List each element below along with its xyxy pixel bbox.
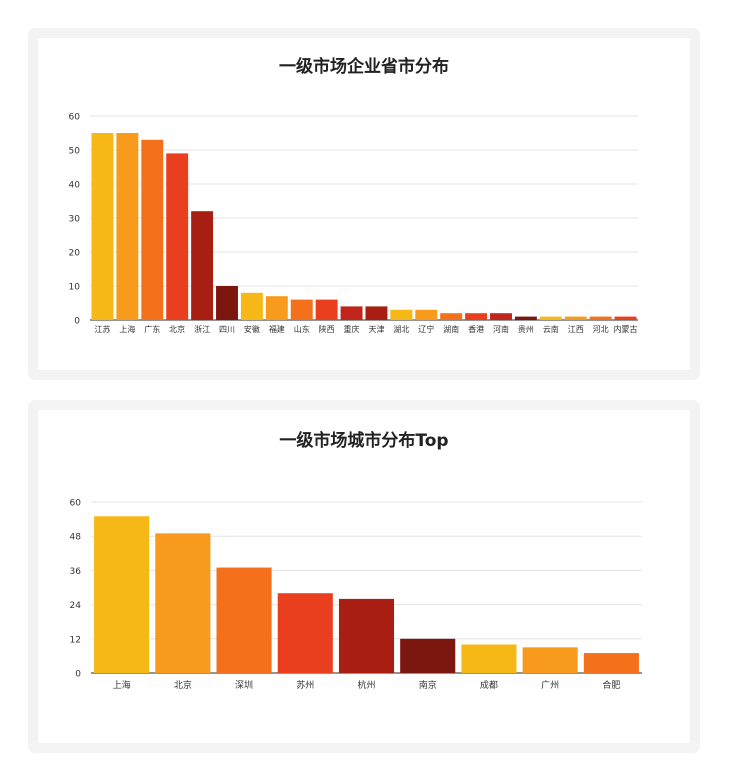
bar bbox=[415, 309, 438, 320]
y-tick-label: 60 bbox=[70, 499, 82, 509]
x-tick-label: 江苏 bbox=[94, 324, 110, 334]
x-tick-label: 山东 bbox=[294, 324, 310, 334]
x-tick-label: 湖北 bbox=[393, 325, 409, 334]
bar bbox=[265, 296, 288, 320]
bar bbox=[365, 306, 388, 320]
bar bbox=[116, 133, 139, 320]
x-tick-label: 杭州 bbox=[357, 679, 375, 691]
bar bbox=[94, 516, 150, 673]
bar bbox=[277, 593, 333, 673]
x-tick-label: 南京 bbox=[419, 679, 437, 691]
x-tick-label: 陕西 bbox=[319, 324, 335, 334]
bar bbox=[340, 306, 363, 320]
y-tick-label: 20 bbox=[69, 249, 81, 259]
city-bar-chart: 0 12 24 36 48 60 上海 北京 深圳 苏州 杭州 南京 成都 广州 合肥 bbox=[70, 499, 642, 691]
bar bbox=[465, 313, 488, 320]
province-bar-chart: 0 10 20 30 40 50 60 江苏 上海 广东 北京 浙江 四川 安徽 福建 山东 陕西 重庆 天津 湖北辽… bbox=[69, 113, 638, 334]
x-tick-label: 江西 bbox=[568, 325, 584, 334]
x-tick-label: 苏州 bbox=[296, 679, 314, 691]
bar bbox=[490, 313, 512, 320]
bar bbox=[91, 133, 114, 320]
bar bbox=[216, 286, 238, 320]
bar bbox=[583, 653, 639, 673]
bar bbox=[522, 647, 578, 673]
y-tick-label: 0 bbox=[74, 317, 80, 327]
bar bbox=[564, 316, 587, 320]
x-tick-label: 上海 bbox=[113, 679, 131, 691]
y-tick-label: 40 bbox=[69, 181, 81, 191]
x-tick-label: 香港 bbox=[468, 324, 484, 334]
y-tick-label: 50 bbox=[69, 147, 81, 157]
chart-title: 一级市场城市分布Top bbox=[279, 431, 449, 451]
bar bbox=[290, 299, 313, 320]
x-tick-label: 天津 bbox=[368, 324, 384, 334]
x-tick-label: 安徽 bbox=[244, 324, 260, 334]
bar bbox=[514, 316, 537, 320]
x-tick-label: 福建 bbox=[269, 324, 285, 334]
x-tick-label: 内蒙古 bbox=[614, 324, 638, 334]
bar bbox=[390, 309, 413, 320]
x-tick-label: 湖南 bbox=[443, 324, 459, 334]
x-tick-label: 辽宁 bbox=[418, 324, 434, 334]
y-tick-label: 10 bbox=[69, 283, 81, 293]
bar bbox=[155, 533, 211, 673]
y-tick-label: 48 bbox=[70, 533, 82, 543]
y-tick-label: 30 bbox=[69, 215, 81, 225]
x-tick-label: 广州 bbox=[541, 679, 559, 691]
x-tick-label: 北京 bbox=[169, 324, 185, 334]
city-chart-panel: 一级市场城市分布Top 0 12 24 36 48 60 上海 北京 深圳 苏州 杭州 南京 成都 广州 合… bbox=[38, 410, 690, 743]
bar bbox=[461, 644, 517, 673]
x-tick-label: 成都 bbox=[480, 679, 498, 691]
bar bbox=[589, 316, 612, 320]
bar bbox=[216, 567, 272, 673]
x-tick-label: 河南 bbox=[493, 324, 509, 334]
bar bbox=[191, 211, 214, 320]
x-tick-label: 深圳 bbox=[235, 680, 253, 691]
x-tick-label: 重庆 bbox=[344, 324, 360, 334]
y-tick-label: 0 bbox=[75, 670, 81, 680]
bar bbox=[141, 139, 164, 320]
x-tick-label: 上海 bbox=[119, 324, 135, 334]
y-tick-label: 12 bbox=[70, 635, 81, 645]
bar bbox=[166, 153, 189, 320]
x-tick-label: 北京 bbox=[174, 679, 192, 691]
x-tick-label: 广东 bbox=[144, 324, 160, 334]
x-tick-label: 贵州 bbox=[518, 324, 534, 334]
x-tick-label: 合肥 bbox=[602, 679, 620, 691]
province-chart-panel: 一级市场企业省市分布 0 10 20 30 40 50 60 江苏 上海 广东 北京 浙江 四川 安徽 福建… bbox=[38, 38, 690, 370]
bar bbox=[614, 316, 637, 320]
y-tick-label: 24 bbox=[70, 601, 82, 611]
bar bbox=[400, 638, 456, 673]
bar bbox=[440, 313, 463, 320]
x-tick-label: 云南 bbox=[543, 324, 559, 334]
bar bbox=[338, 598, 395, 673]
bar bbox=[240, 292, 263, 320]
y-tick-label: 36 bbox=[70, 567, 82, 577]
x-tick-label: 浙江 bbox=[194, 324, 210, 334]
chart-title: 一级市场企业省市分布 bbox=[279, 57, 449, 77]
y-tick-label: 60 bbox=[69, 113, 81, 123]
bar bbox=[539, 316, 562, 320]
x-tick-label: 四川 bbox=[219, 325, 235, 334]
x-tick-label: 河北 bbox=[593, 324, 609, 334]
bar bbox=[315, 299, 338, 320]
